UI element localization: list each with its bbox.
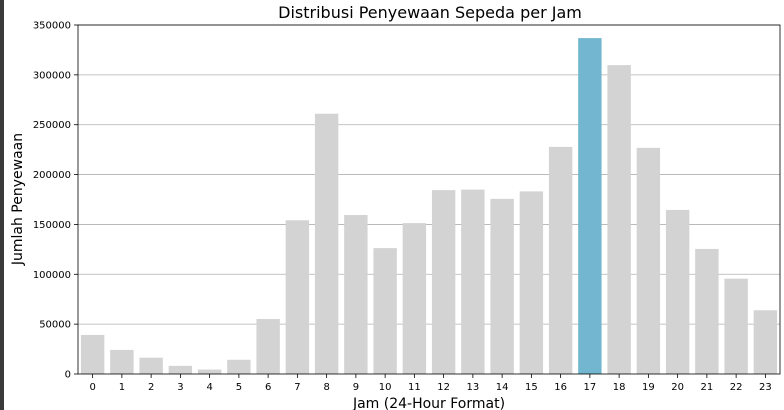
x-tick-label: 11 <box>408 382 421 393</box>
bar <box>314 113 339 374</box>
x-tick-label: 14 <box>496 382 509 393</box>
x-tick-label: 7 <box>294 382 300 393</box>
y-tick-label: 50000 <box>39 320 71 331</box>
y-tick-label: 200000 <box>33 170 71 181</box>
y-tick-label: 0 <box>65 370 71 381</box>
y-tick-label: 350000 <box>33 21 71 32</box>
y-tick-labels: 0 50000 100000 150000 200000 250000 300000 3500… <box>33 21 71 381</box>
bar-highlight <box>578 38 602 375</box>
x-tick-label: 4 <box>206 382 212 393</box>
x-tick-label: 0 <box>89 382 95 393</box>
bar <box>724 278 748 374</box>
x-tick-label: 15 <box>525 382 538 393</box>
window-edge <box>0 0 4 410</box>
x-tick-label: 8 <box>323 382 329 393</box>
x-tick-label: 12 <box>437 382 450 393</box>
x-tick-label: 20 <box>671 382 684 393</box>
bar <box>168 365 193 374</box>
x-tick-label: 23 <box>759 382 772 393</box>
bar <box>665 209 690 374</box>
bar <box>227 359 251 374</box>
bar <box>519 191 544 374</box>
x-tick-label: 18 <box>613 382 626 393</box>
bar <box>695 248 719 374</box>
y-tick-label: 100000 <box>33 270 71 281</box>
x-tick-label: 19 <box>642 382 655 393</box>
x-tick-label: 21 <box>701 382 714 393</box>
x-tick-label: 1 <box>119 382 125 393</box>
bar <box>461 189 485 374</box>
chart-title: Distribusi Penyewaan Sepeda per Jam <box>278 3 582 22</box>
bar <box>607 65 631 374</box>
axes <box>74 24 781 378</box>
bar <box>139 357 163 374</box>
bar <box>490 198 514 374</box>
y-tick-label: 150000 <box>33 220 71 231</box>
x-tick-label: 22 <box>730 382 743 393</box>
bar <box>402 223 427 374</box>
x-tick-label: 10 <box>379 382 392 393</box>
x-tick-label: 16 <box>554 382 567 393</box>
x-tick-label: 13 <box>467 382 480 393</box>
x-tick-label: 5 <box>236 382 242 393</box>
x-tick-label: 2 <box>148 382 154 393</box>
bar <box>753 310 778 374</box>
y-axis-label: Jumlah Penyewaan <box>10 133 26 266</box>
bar <box>110 349 134 374</box>
y-tick-label: 250000 <box>33 120 71 131</box>
y-tick-label: 300000 <box>33 70 71 81</box>
x-axis-label: Jam (24-Hour Format) <box>352 396 505 410</box>
bar <box>80 334 105 374</box>
x-tick-label: 9 <box>353 382 359 393</box>
x-tick-labels: 0 1 2 3 4 5 6 7 8 9 10 11 12 13 14 15 16 17 18 19 20 21 22 23 <box>89 382 771 393</box>
x-tick-label: 17 <box>584 382 597 393</box>
bar <box>197 369 222 374</box>
bar <box>373 248 397 374</box>
bar <box>431 190 456 374</box>
x-tick-label: 6 <box>265 382 271 393</box>
x-tick-label: 3 <box>177 382 183 393</box>
plot-frame <box>77 24 781 375</box>
bar <box>636 147 661 374</box>
bar <box>344 215 368 374</box>
grid-lines <box>78 24 780 325</box>
bar <box>548 146 573 374</box>
bars <box>80 38 778 375</box>
bar <box>256 319 280 374</box>
bar <box>285 220 310 374</box>
